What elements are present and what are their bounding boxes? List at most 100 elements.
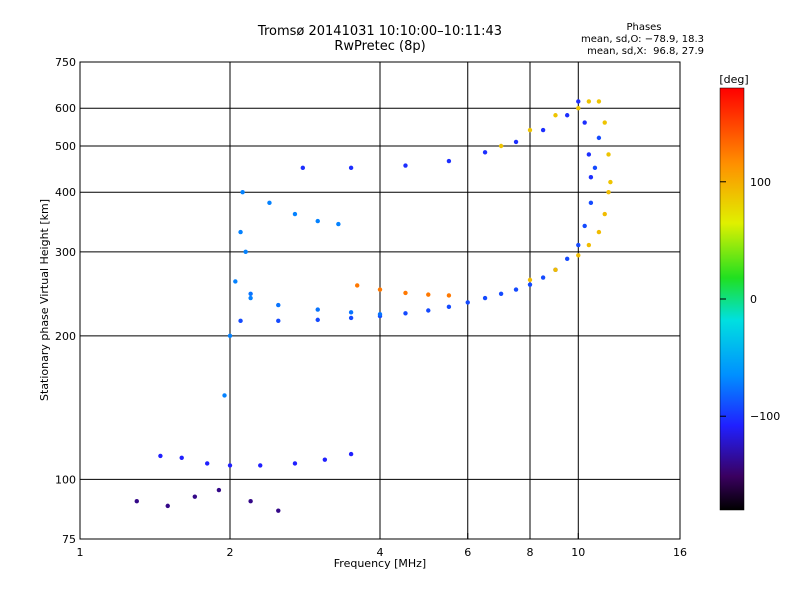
data-point [204, 461, 210, 466]
data-point [602, 120, 607, 125]
x-tick-label: 2 [227, 546, 234, 559]
data-point [248, 291, 253, 296]
data-point [322, 457, 328, 462]
data-point [592, 165, 598, 171]
data-point [582, 223, 587, 229]
y-tick-label: 100 [55, 473, 76, 486]
data-point [446, 304, 452, 310]
data-point [606, 152, 611, 157]
data-point [608, 179, 613, 185]
y-tick-label: 500 [55, 140, 76, 153]
y-tick-labels: 75 100 200 300 400 500 600 750 [55, 56, 76, 546]
phase-stats: Phases mean, sd,O: −78.9, 18.3 mean, sd,… [504, 22, 704, 58]
data-point [553, 267, 558, 273]
y-tick-label: 75 [62, 533, 76, 546]
data-point [553, 113, 558, 118]
data-point [446, 293, 452, 298]
data-point [336, 221, 341, 227]
data-point [315, 218, 320, 224]
data-point [227, 463, 233, 468]
data-point [576, 253, 581, 258]
data-point [238, 318, 243, 324]
data-point [233, 279, 238, 284]
y-tick-label: 300 [55, 246, 76, 259]
data-point [527, 282, 533, 287]
data-point [134, 499, 139, 504]
data-point [227, 333, 233, 339]
data-point [192, 494, 198, 499]
data-point [596, 135, 602, 141]
data-point [606, 190, 611, 195]
data-point [527, 127, 533, 133]
data-point [300, 165, 306, 171]
x-tick-label: 16 [673, 546, 687, 559]
grid [79, 62, 681, 539]
data-point [576, 242, 581, 248]
data-point [403, 311, 408, 316]
x-axis-label: Frequency [MHz] [334, 557, 426, 570]
data-point [513, 139, 519, 145]
data-point [576, 106, 581, 111]
data-point [498, 143, 504, 149]
data-point [426, 292, 431, 297]
data-point [482, 150, 488, 155]
data-point [348, 315, 354, 321]
data-point [248, 499, 253, 504]
data-point [377, 311, 383, 317]
data-point [354, 283, 360, 288]
data-point [564, 113, 570, 118]
stats-line-x: mean, sd,X: 96.8, 27.9 [587, 46, 704, 57]
y-tick-label: 600 [55, 102, 76, 115]
data-point [292, 461, 298, 466]
data-point [403, 163, 408, 168]
stats-heading: Phases [626, 22, 662, 33]
data-point [498, 291, 504, 296]
data-point [276, 302, 281, 308]
colorbar-tick-label: 0 [750, 293, 757, 306]
data-point [426, 308, 431, 313]
data-point [276, 508, 281, 513]
data-point [348, 165, 354, 171]
data-point [482, 295, 488, 301]
y-tick-label: 200 [55, 330, 76, 343]
data-point [248, 295, 253, 301]
data-point [315, 307, 320, 312]
data-point [586, 99, 592, 104]
x-tick-label: 1 [77, 546, 84, 559]
x-tick-label: 8 [527, 546, 534, 559]
data-point [446, 158, 452, 164]
colorbar-tick-label: 100 [750, 176, 771, 189]
data-point [596, 99, 602, 104]
colorbar-label: [deg] [719, 73, 748, 86]
data-point [586, 152, 592, 157]
data-point [582, 120, 587, 125]
data-point [540, 275, 546, 280]
data-point [377, 287, 383, 292]
data-point [238, 229, 243, 235]
scatter-points [134, 99, 613, 513]
data-point [348, 310, 354, 315]
data-point [216, 487, 222, 493]
data-point [588, 175, 594, 180]
data-point [158, 453, 163, 459]
data-point [179, 455, 184, 460]
data-point [403, 290, 408, 296]
x-tick-label: 6 [464, 546, 471, 559]
data-point [240, 190, 245, 195]
y-axis-label: Stationary phase Virtual Height [km] [38, 199, 51, 401]
title-line-1: Tromsø 20141031 10:10:00–10:11:43 [257, 24, 503, 39]
colorbar-ticks: 100 0 −100 [720, 176, 780, 423]
chart-title: Tromsø 20141031 10:10:00–10:11:43 RwPret… [80, 24, 680, 54]
stats-line-o: mean, sd,O: −78.9, 18.3 [581, 34, 704, 45]
title-line-2: RwPretec (8p) [334, 39, 426, 54]
data-point [292, 211, 298, 217]
data-point [222, 393, 227, 398]
data-point [596, 229, 602, 235]
data-point [243, 249, 248, 255]
data-point [576, 99, 581, 104]
colorbar-tick-label: −100 [750, 410, 780, 423]
data-point [602, 211, 607, 217]
data-point [564, 256, 570, 262]
plot-frame [79, 61, 681, 540]
